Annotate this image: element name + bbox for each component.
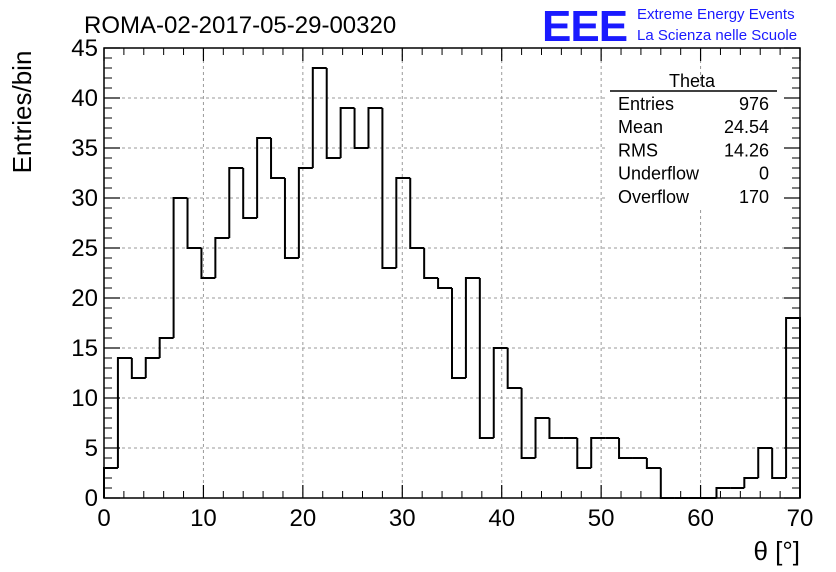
histogram-bin (311, 67, 327, 168)
x-tick-label: 50 (588, 505, 615, 532)
stats-row-value: 976 (739, 94, 769, 114)
histogram-bin (464, 277, 480, 378)
tick-labels: 0 10 20 30 40 50 60 70 0 5 10 15 20 25 30 35 40 45 (71, 35, 813, 532)
histogram-bin (534, 417, 550, 458)
x-tick-label: 0 (97, 505, 110, 532)
histogram-bin (506, 348, 522, 389)
stats-row-value: 14.26 (724, 140, 769, 160)
histogram-bin (645, 458, 661, 469)
histogram-bin (451, 288, 466, 379)
histogram-bin (172, 197, 188, 338)
y-tick-label: 25 (71, 235, 98, 262)
histogram-series (103, 67, 801, 499)
stats-row-label: Overflow (618, 187, 690, 207)
histogram-bin (242, 168, 258, 219)
histogram-bin (214, 237, 230, 278)
y-tick-label: 5 (85, 435, 98, 462)
x-tick-label: 40 (488, 505, 515, 532)
y-tick-label: 0 (85, 485, 98, 512)
histogram-bin (116, 357, 132, 468)
x-tick-label: 70 (787, 505, 814, 532)
histogram-bin (228, 167, 244, 238)
histogram-bin (325, 68, 341, 159)
x-tick-label: 10 (190, 505, 217, 532)
histogram-bin (618, 438, 633, 459)
eee-logo: EEE Extreme Energy Events La Scienza nel… (542, 2, 797, 51)
histogram-bin (270, 138, 285, 179)
histogram-bin (423, 248, 439, 279)
histogram-bin (478, 278, 494, 439)
histogram-bin (200, 248, 216, 279)
histogram-bin (144, 357, 160, 378)
histogram-bin (409, 178, 425, 249)
histogram-bin (743, 477, 759, 488)
stats-row-value: 0 (759, 164, 769, 184)
stats-rows: Entries 976 Mean 24.54 RMS 14.26 Underflow 0 Ove… (618, 94, 769, 207)
stats-row-label: Mean (618, 117, 663, 137)
axes (103, 47, 801, 499)
histogram-bin (590, 437, 606, 468)
stats-box: Theta Entries 976 Mean 24.54 RMS 14.26 Underfl… (608, 71, 784, 208)
y-tick-label: 20 (71, 285, 98, 312)
y-tick-label: 40 (71, 85, 98, 112)
stats-row-value: 24.54 (724, 117, 769, 137)
histogram-bin (757, 447, 773, 478)
histogram-bin (186, 198, 202, 249)
y-tick-label: 45 (71, 35, 98, 62)
y-axis-title: Entries/bin (7, 51, 37, 174)
y-tick-label: 30 (71, 185, 98, 212)
histogram-bin (381, 108, 397, 269)
histogram-bin (659, 468, 675, 499)
x-axis-title: θ [°] (753, 536, 800, 566)
logo-line-1: Extreme Energy Events (637, 6, 795, 23)
run-title: ROMA-02-2017-05-29-00320 (84, 12, 396, 39)
histogram-bin (256, 137, 272, 218)
x-tick-label: 60 (687, 505, 714, 532)
histogram-bin (492, 347, 508, 438)
eee-logo-mark: EEE (542, 2, 627, 51)
stats-box-background (608, 86, 784, 208)
histogram-bin (395, 177, 411, 268)
histogram-bin (130, 358, 146, 379)
plot-frame (103, 47, 801, 499)
histogram-bin (283, 178, 299, 259)
histogram-bin (715, 487, 731, 498)
histogram-bin (353, 108, 369, 149)
stats-row-label: Entries (618, 94, 674, 114)
stats-row-label: RMS (618, 140, 658, 160)
logo-line-2: La Scienza nelle Scuole (637, 27, 797, 44)
stats-name: Theta (669, 71, 716, 91)
x-tick-label: 20 (290, 505, 317, 532)
histogram-bin (437, 278, 452, 289)
histogram-bin (520, 388, 536, 459)
y-tick-label: 35 (71, 135, 98, 162)
histogram-bin (103, 467, 118, 498)
histogram-bin (339, 107, 355, 158)
histogram-bin (297, 167, 313, 258)
x-tick-label: 30 (389, 505, 416, 532)
stats-row-value: 170 (739, 187, 769, 207)
histogram-bin (367, 107, 383, 148)
histogram-bin (158, 337, 174, 358)
y-tick-label: 15 (71, 335, 98, 362)
y-tick-label: 10 (71, 385, 98, 412)
histogram-bin (576, 438, 592, 469)
histogram-bin (548, 418, 564, 439)
histogram-bin (771, 448, 787, 479)
stats-row-label: Underflow (618, 164, 700, 184)
